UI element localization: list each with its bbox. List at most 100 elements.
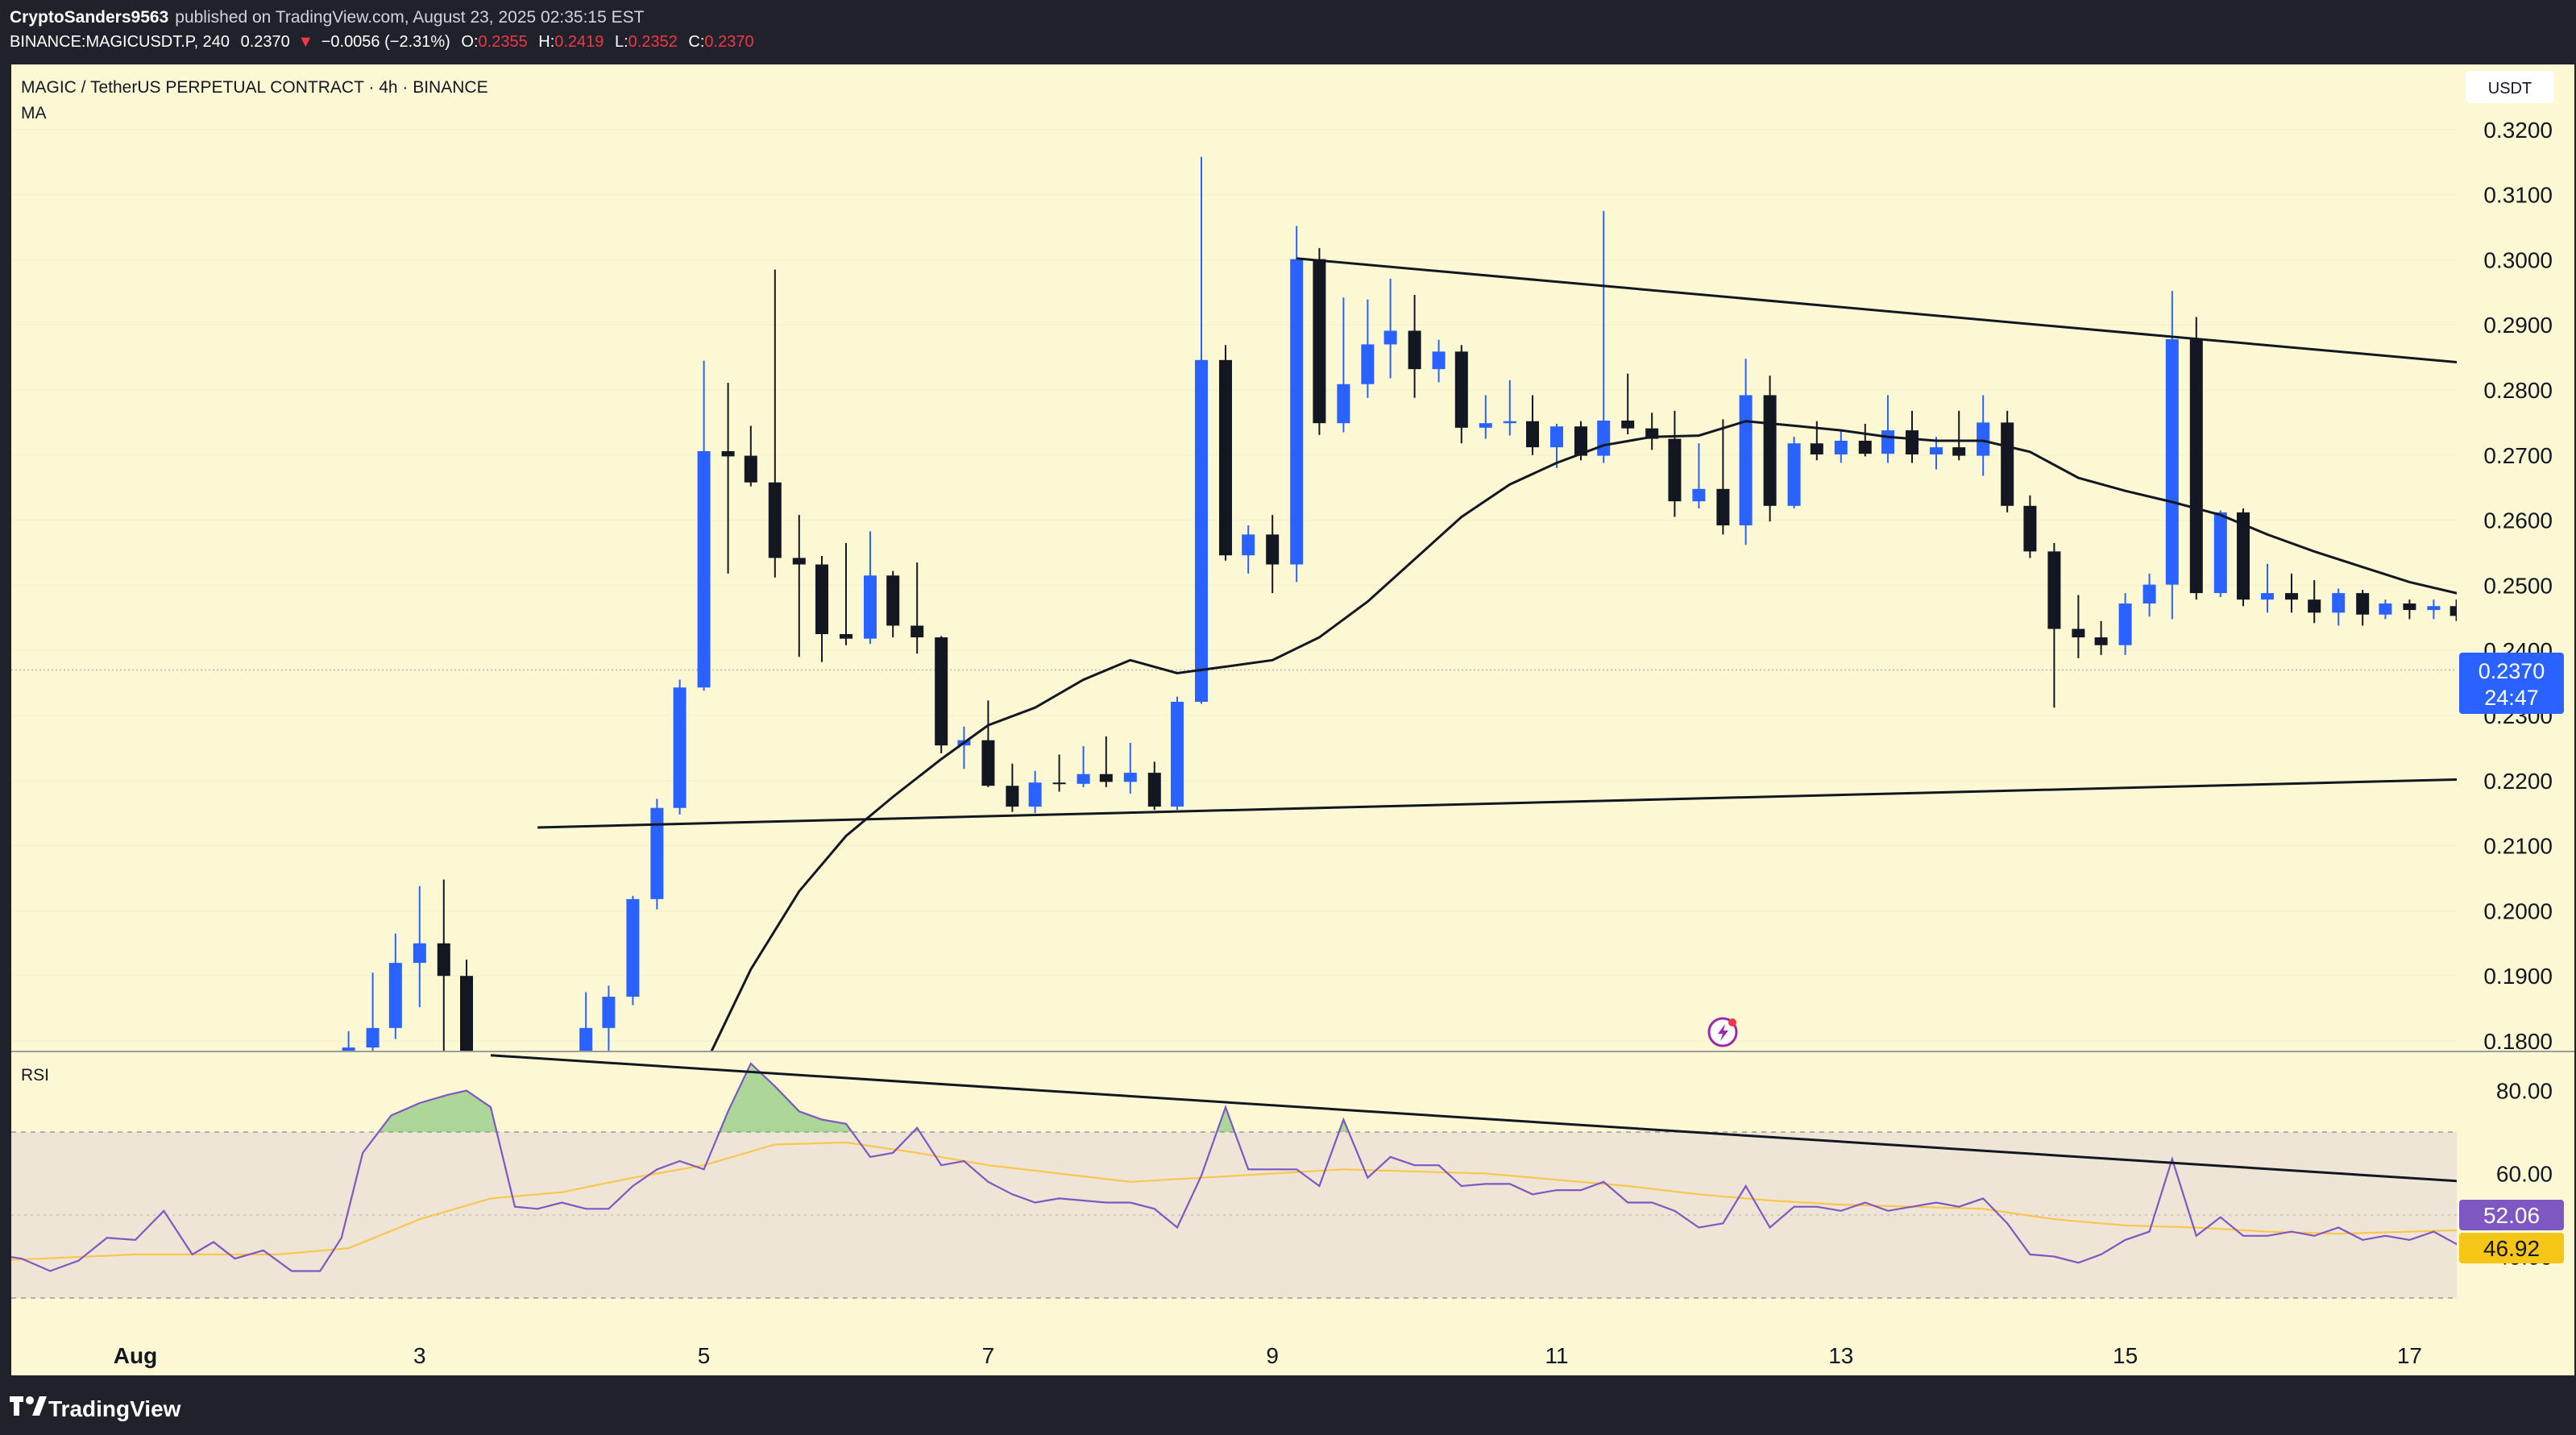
price-scale[interactable]: [2457, 64, 2574, 1375]
candle-up[interactable]: [1195, 156, 1208, 704]
candle-up[interactable]: [1692, 443, 1706, 509]
candle-down[interactable]: [792, 515, 806, 657]
candle-up[interactable]: [2213, 510, 2227, 597]
candle-down[interactable]: [1621, 373, 1635, 434]
trendline-rsi-downtrend[interactable]: [490, 1054, 2576, 1246]
candle-up[interactable]: [1739, 359, 1753, 545]
candle-down[interactable]: [815, 556, 829, 662]
rsi-pane[interactable]: [0, 1054, 2576, 1284]
candle-up[interactable]: [388, 933, 402, 1039]
tradingview-logo-icon[interactable]: [10, 1396, 47, 1416]
candle-down[interactable]: [1526, 395, 1540, 455]
candle-down[interactable]: [1006, 763, 1019, 812]
candle-up[interactable]: [1337, 297, 1350, 433]
candle-down[interactable]: [2001, 410, 2014, 512]
candle-down[interactable]: [886, 570, 900, 638]
rsi-ma-value: 46.92: [2483, 1236, 2540, 1261]
candle-down[interactable]: [2189, 317, 2203, 600]
candle-up[interactable]: [2261, 563, 2274, 613]
candle-down[interactable]: [1052, 754, 1066, 792]
candle-down[interactable]: [981, 700, 995, 787]
candle-body: [2379, 603, 2392, 615]
candle-up[interactable]: [342, 1031, 355, 1074]
candle-up[interactable]: [2379, 599, 2392, 620]
candle-up[interactable]: [2332, 588, 2346, 626]
candle-up[interactable]: [1123, 742, 1137, 794]
candle-down[interactable]: [1147, 761, 1161, 811]
candle-up[interactable]: [1432, 339, 1446, 383]
candle-down[interactable]: [1763, 375, 1777, 522]
time-tick-label: 7: [982, 1343, 995, 1368]
candle-down[interactable]: [1858, 424, 1872, 457]
candle-up[interactable]: [1361, 299, 1375, 398]
candle-down[interactable]: [1716, 419, 1730, 535]
candle-down[interactable]: [460, 960, 474, 1080]
candle-up[interactable]: [626, 895, 640, 1006]
rsi-tick-label: 60.00: [2496, 1162, 2553, 1187]
time-axis[interactable]: Aug357911131517192123252729Sep: [114, 1343, 2576, 1368]
price-pane[interactable]: [342, 156, 2576, 1109]
candle-down[interactable]: [1906, 410, 1919, 463]
candle-up[interactable]: [1550, 424, 1563, 468]
candle-up[interactable]: [1242, 525, 1255, 574]
candle-down[interactable]: [2449, 599, 2463, 621]
candle-down[interactable]: [1218, 345, 1232, 561]
candle-up[interactable]: [1479, 395, 1492, 439]
candle-down[interactable]: [2047, 542, 2061, 708]
candle-up[interactable]: [1171, 696, 1184, 811]
candle-down[interactable]: [437, 879, 450, 1051]
candle-up[interactable]: [1787, 437, 1801, 509]
candle-down[interactable]: [1408, 295, 1421, 398]
candle-down[interactable]: [840, 542, 852, 645]
candle-down[interactable]: [744, 425, 757, 487]
candle-down[interactable]: [2284, 573, 2298, 613]
candle-up[interactable]: [2118, 593, 2132, 655]
candle-down[interactable]: [911, 562, 924, 654]
candle-up[interactable]: [1977, 395, 1990, 476]
candle-up[interactable]: [602, 985, 616, 1057]
candle-up[interactable]: [413, 885, 426, 1007]
candle-down[interactable]: [1454, 345, 1468, 444]
time-tick-label: 17: [2397, 1343, 2422, 1368]
ma-legend[interactable]: MA: [21, 104, 47, 122]
candle-up[interactable]: [1834, 430, 1848, 463]
candle-down[interactable]: [1952, 410, 1966, 461]
tradingview-brand[interactable]: TradingView: [48, 1396, 181, 1421]
candle-up[interactable]: [650, 798, 664, 910]
price-tick-label: 0.2500: [2483, 573, 2553, 598]
candle-up[interactable]: [1383, 278, 1397, 379]
candle-down[interactable]: [2072, 595, 2085, 658]
candle-down[interactable]: [2356, 590, 2370, 626]
candle-up[interactable]: [673, 679, 687, 815]
candle-down[interactable]: [2094, 620, 2108, 655]
candle-down[interactable]: [935, 636, 948, 753]
candle-down[interactable]: [1668, 410, 1682, 517]
candle-up[interactable]: [2165, 291, 2179, 620]
candle-up[interactable]: [2427, 599, 2441, 620]
candle-up[interactable]: [697, 360, 711, 691]
trendline-upper[interactable]: [1296, 257, 2576, 511]
candle-down[interactable]: [2308, 579, 2321, 624]
candle-down[interactable]: [768, 269, 782, 578]
candle-up[interactable]: [1503, 379, 1516, 436]
candle-up[interactable]: [1076, 745, 1090, 787]
candle-down[interactable]: [2403, 599, 2416, 620]
candle-up[interactable]: [2143, 573, 2156, 617]
trendline-lower[interactable]: [537, 736, 2576, 829]
candle-up[interactable]: [366, 973, 380, 1052]
candle-down[interactable]: [721, 383, 735, 574]
candle-up[interactable]: [1290, 226, 1304, 583]
candle-down[interactable]: [1266, 515, 1280, 594]
lightning-alert-icon[interactable]: [1707, 1017, 1738, 1047]
last-price: 0.2370: [241, 33, 290, 51]
candle-up[interactable]: [863, 531, 877, 645]
candle-up[interactable]: [1929, 437, 1943, 470]
candle-down[interactable]: [1099, 736, 1113, 787]
candle-down[interactable]: [2023, 495, 2037, 558]
rsi-legend[interactable]: RSI: [21, 1066, 49, 1085]
candle-up[interactable]: [1028, 770, 1042, 814]
publisher-name[interactable]: CryptoSanders9563: [10, 8, 168, 27]
candle-down[interactable]: [1313, 247, 1326, 435]
currency-box[interactable]: [2466, 71, 2554, 103]
